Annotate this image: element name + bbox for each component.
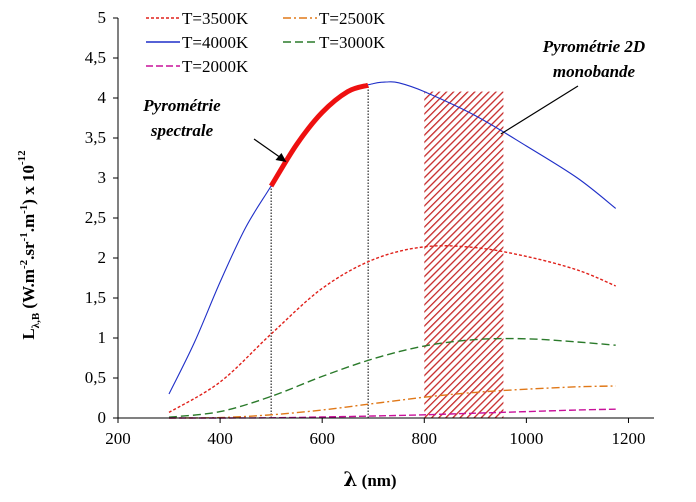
- x-tick-label: 600: [309, 429, 335, 448]
- axes-layer: 0 0,5 1 1,5 2 2,5 3 3,5 4 4,5 5 200 400 600 800 1000 120…: [85, 8, 654, 448]
- annotation-spectral-line2: spectrale: [150, 121, 214, 140]
- legend: T=3500K T=2500K T=4000K T=3000K T=2000K: [146, 9, 386, 76]
- y-tick-label: 2,5: [85, 208, 106, 227]
- x-tick-label: 1000: [509, 429, 543, 448]
- annotation-spectral-line1: Pyrométrie: [142, 96, 221, 115]
- x-tick-label: 800: [412, 429, 438, 448]
- annotation-monoband: Pyrométrie 2D monobande: [542, 37, 645, 81]
- annotation-monoband-line2: monobande: [553, 62, 636, 81]
- arrow-spectral-shaft: [253, 138, 283, 160]
- x-axis-title: λ (nm): [343, 467, 396, 491]
- series-line-t-3000k: [168, 337, 616, 418]
- y-tick-label: 4,5: [85, 48, 106, 67]
- x-tick-label: 400: [207, 429, 233, 448]
- annotation-monoband-line1: Pyrométrie 2D: [542, 37, 645, 56]
- y-axis-title: Lλ,B (W.m-2.sr-1.m-1) x 10-12: [16, 150, 42, 340]
- series-line-t-4000k: [168, 81, 617, 395]
- hatched-band: [424, 91, 504, 418]
- series-line-t-2500k: [168, 385, 616, 419]
- y-tick-label: 4: [98, 88, 107, 107]
- y-tick-label: 5: [98, 8, 107, 27]
- svg-text:Lλ,B (W.m-2.sr-1.m-1) x 10-12: Lλ,B (W.m-2.sr-1.m-1) x 10-12: [16, 150, 42, 340]
- legend-label: T=2500K: [319, 9, 386, 28]
- hatched-band-layer: [270, 85, 504, 418]
- y-tick-label: 2: [98, 248, 107, 267]
- y-tick-label: 1,5: [85, 288, 106, 307]
- y-tick-label: 0,5: [85, 368, 106, 387]
- y-tick-label: 3: [98, 168, 107, 187]
- legend-label: T=4000K: [182, 33, 249, 52]
- legend-label: T=2000K: [182, 57, 249, 76]
- series-line-t-3500k: [168, 245, 616, 414]
- annotation-arrows: [253, 85, 579, 162]
- series-layer: [168, 81, 617, 419]
- x-tick-label: 200: [105, 429, 131, 448]
- x-tick-label: 1200: [611, 429, 645, 448]
- arrow-monoband-line: [500, 85, 579, 135]
- arrow-spectral-head: [275, 153, 287, 162]
- highlight-segment: [268, 82, 369, 188]
- y-tick-label: 1: [98, 328, 107, 347]
- y-tick-label: 0: [98, 408, 107, 427]
- annotation-spectral: Pyrométrie spectrale: [142, 96, 221, 140]
- y-tick-label: 3,5: [85, 128, 106, 147]
- legend-label: T=3500K: [182, 9, 249, 28]
- legend-label: T=3000K: [319, 33, 386, 52]
